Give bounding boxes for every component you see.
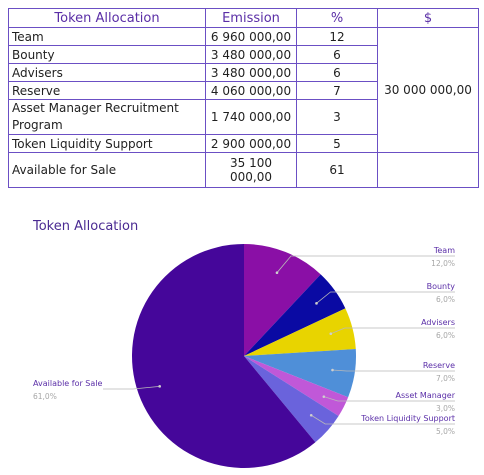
pie-slice-team [244, 244, 321, 356]
slice-percent-label: 3,0% [436, 404, 455, 413]
pie-slice-advisers [244, 308, 356, 356]
slice-label: Available for Sale [33, 379, 103, 388]
slice-label: Asset Manager [396, 391, 456, 400]
table-row: Asset Manager Recruitment Program 1 740 … [8, 99, 479, 135]
slice-percent-label: 61,0% [33, 392, 57, 401]
slice-percent-label: 6,0% [436, 331, 455, 340]
slice-percent-label: 12,0% [431, 259, 455, 268]
row-name: Token Liquidity Support [8, 134, 206, 153]
row-name: Asset Manager Recruitment Program [8, 99, 206, 135]
dollar-empty-cell [377, 152, 479, 188]
pie-slice-asset-manager [244, 356, 349, 417]
pie-slice-bounty [244, 274, 346, 356]
slice-percent-label: 6,0% [436, 295, 455, 304]
leader-line [310, 414, 455, 425]
table-row: Bounty 3 480 000,00 6 [8, 45, 479, 64]
row-name: Available for Sale [8, 152, 206, 188]
pie-slice-reserve [244, 348, 356, 398]
slice-label: Bounty [427, 282, 456, 291]
allocation-table: Token Allocation Emission % $ Team 6 960… [8, 8, 479, 188]
leader-dot [309, 413, 313, 417]
table-row: Available for Sale 35 100 000,00 61 [8, 152, 479, 188]
leader-dot [322, 395, 326, 398]
row-percent: 61 [296, 152, 378, 188]
leader-line [330, 327, 455, 335]
slice-label: Reserve [423, 361, 455, 370]
leader-line [316, 291, 455, 304]
leader-line [323, 396, 455, 402]
leader-line [276, 255, 455, 273]
slice-label: Token Liquidity Support [360, 414, 455, 423]
leader-dot [331, 368, 334, 372]
leader-dot [315, 302, 318, 305]
row-percent: 3 [296, 99, 378, 135]
pie-slice-available-for-sale [132, 244, 316, 468]
slice-label: Advisers [421, 318, 455, 327]
slice-percent-label: 5,0% [436, 427, 455, 436]
row-emission: 35 100 000,00 [205, 152, 297, 188]
leader-dot [158, 385, 161, 388]
slice-percent-label: 7,0% [436, 374, 455, 383]
pie-slice-token-liquidity-support [244, 356, 339, 443]
dollar-total: 30 000 000,00 [377, 27, 479, 153]
leader-dot [275, 271, 279, 274]
leader-dot [329, 332, 333, 336]
table-row: Token Liquidity Support 2 900 000,00 5 [8, 134, 479, 153]
row-emission: 3 480 000,00 [205, 45, 297, 64]
leader-line [332, 369, 455, 372]
chart-title: Token Allocation [33, 219, 139, 234]
leader-line [103, 385, 160, 390]
slice-label: Team [433, 246, 455, 255]
